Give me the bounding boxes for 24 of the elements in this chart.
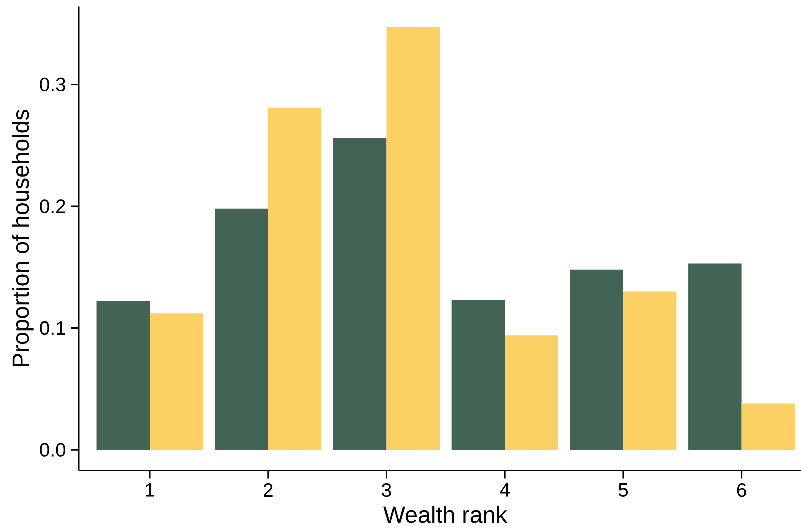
- bar: [150, 314, 204, 450]
- bar: [268, 108, 322, 450]
- y-tick-label: 0.2: [40, 200, 66, 214]
- x-tick-label: 4: [500, 484, 510, 497]
- x-tick-label: 6: [737, 483, 746, 498]
- y-tick-label: 0.3: [40, 78, 66, 92]
- x-axis-title: Wealth rank: [384, 506, 508, 524]
- y-axis-title: Proportion of households: [12, 110, 34, 367]
- y-tick-label: 0.0: [40, 443, 66, 457]
- bar: [505, 336, 558, 450]
- bar: [623, 292, 677, 450]
- bar: [688, 264, 742, 450]
- x-tick-label: 2: [264, 483, 273, 497]
- x-tick-label: 3: [382, 483, 392, 498]
- y-tick-label: 0.1: [40, 321, 66, 336]
- bar: [570, 270, 624, 450]
- bar: [742, 404, 796, 450]
- bar: [386, 27, 440, 450]
- x-tick-label: 1: [146, 484, 154, 497]
- bar: [333, 138, 387, 450]
- bar: [215, 208, 268, 450]
- x-tick-label: 5: [618, 484, 628, 497]
- bar: [452, 300, 506, 450]
- bar: [96, 301, 150, 450]
